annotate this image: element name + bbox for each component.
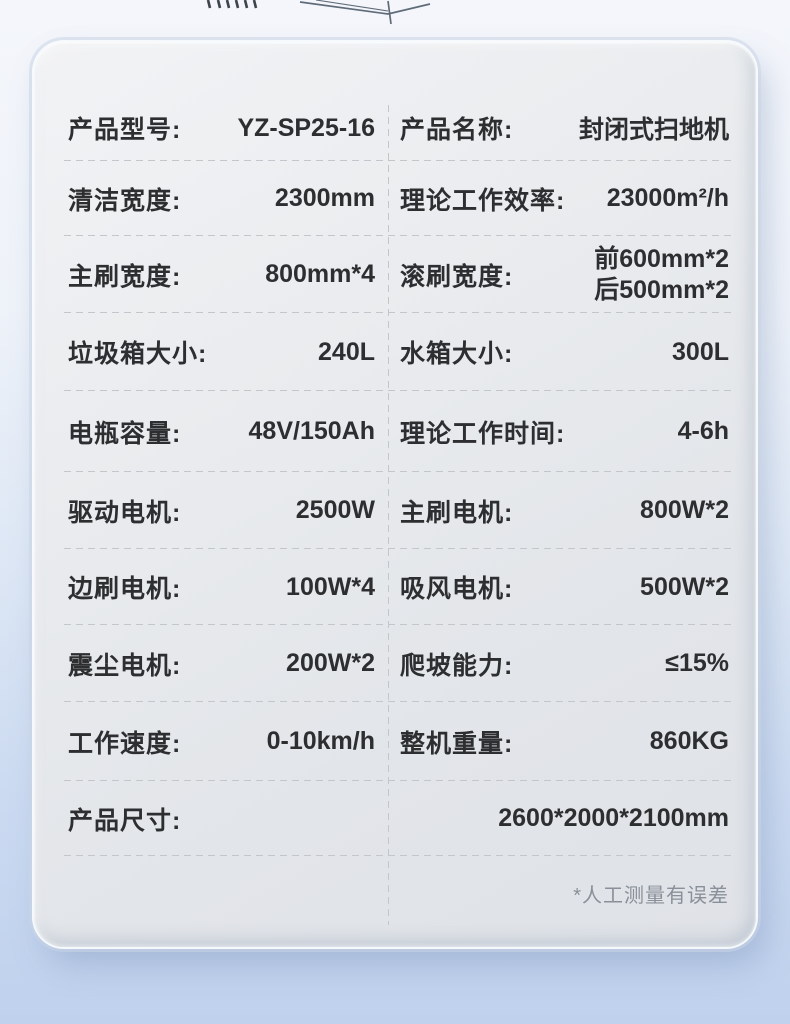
spec-label: 理论工作时间:: [400, 419, 566, 448]
spec-value: ≤15%: [665, 649, 729, 677]
spec-row-bin-tank: 垃圾箱大小: 240L 水箱大小: 300L: [64, 313, 733, 391]
spec-value: 860KG: [649, 727, 729, 755]
spec-label: 垃圾箱大小:: [68, 340, 208, 368]
spec-label: 产品型号:: [68, 116, 182, 144]
spec-label: 工作速度:: [68, 729, 182, 758]
cropped-technical-sketch-decoration: [206, 0, 431, 25]
hatch-marks-decoration: [206, 0, 258, 9]
spec-card: 产品型号: YZ-SP25-16 产品名称: 封闭式扫地机 清洁宽度: 2300…: [34, 42, 756, 947]
spec-cell-left: 主刷宽度: 800mm*4: [68, 236, 388, 313]
spec-row-sidebrush-suction-motor: 边刷电机: 100W*4 吸风电机: 500W*2: [64, 549, 733, 625]
spec-value: 300L: [672, 337, 729, 366]
spec-cell-right: 爬坡能力: ≤15%: [388, 625, 729, 702]
spec-row-battery-worktime: 电瓶容量: 48V/150Ah 理论工作时间: 4-6h: [64, 391, 733, 472]
spec-label: 清洁宽度:: [68, 186, 182, 215]
spec-cell-left: 清洁宽度: 2300mm: [68, 161, 388, 236]
footer-area: *人工测量有误差: [68, 856, 729, 930]
spec-value: 0-10km/h: [266, 727, 375, 755]
spec-value: 2500W: [295, 496, 375, 524]
spec-row-dustmotor-climb: 震尘电机: 200W*2 爬坡能力: ≤15%: [64, 625, 733, 702]
spec-label: 主刷电机:: [400, 498, 514, 527]
spec-cell-left: 震尘电机: 200W*2: [68, 625, 388, 702]
spec-cell-left: 边刷电机: 100W*4: [68, 549, 388, 625]
spec-value: 4-6h: [677, 417, 729, 445]
spec-label: 理论工作效率:: [400, 186, 566, 215]
spec-value: 800mm*4: [265, 260, 375, 288]
spec-value-line: 后500mm*2: [594, 275, 729, 304]
spec-value: 500W*2: [640, 572, 729, 601]
spec-value: 100W*4: [286, 572, 375, 601]
spec-cell-right: 理论工作时间: 4-6h: [388, 391, 729, 472]
spec-label: 边刷电机:: [68, 575, 182, 603]
spec-cell-right: 滚刷宽度: 前600mm*2 后500mm*2: [388, 236, 729, 313]
spec-cell-left: 垃圾箱大小: 240L: [68, 313, 388, 391]
spec-label: 爬坡能力:: [400, 651, 514, 680]
spec-label: 滚刷宽度:: [400, 262, 514, 291]
spec-value: 封闭式扫地机: [578, 116, 729, 144]
product-dimensions-value: 2600*2000*2100mm: [498, 804, 729, 832]
spec-value: YZ-SP25-16: [237, 113, 375, 142]
spec-table: 产品型号: YZ-SP25-16 产品名称: 封闭式扫地机 清洁宽度: 2300…: [64, 95, 733, 930]
spec-value: 前600mm*2 后500mm*2: [594, 244, 729, 306]
spec-value-line: 前600mm*2: [594, 244, 729, 273]
spec-value: 48V/150Ah: [248, 417, 375, 445]
spec-cell-right: 吸风电机: 500W*2: [388, 549, 729, 625]
spec-label: 主刷宽度:: [68, 262, 182, 291]
spec-row-width-efficiency: 清洁宽度: 2300mm 理论工作效率: 23000m²/h: [64, 161, 733, 236]
spec-row-speed-weight: 工作速度: 0-10km/h 整机重量: 860KG: [64, 702, 733, 781]
spec-cell-right: 理论工作效率: 23000m²/h: [388, 161, 729, 236]
spec-cell-left: 工作速度: 0-10km/h: [68, 702, 388, 781]
spec-value: 240L: [318, 337, 375, 366]
spec-value: 23000m²/h: [606, 184, 729, 212]
spec-label: 震尘电机:: [68, 651, 182, 680]
spec-label: 产品名称:: [400, 116, 514, 144]
measurement-disclaimer: *人工测量有误差: [573, 884, 729, 907]
spec-label: 电瓶容量:: [68, 419, 182, 448]
spec-value: 2300mm: [274, 184, 375, 212]
spec-label: 驱动电机:: [68, 498, 182, 527]
spec-row-drive-mainbrush-motor: 驱动电机: 2500W 主刷电机: 800W*2: [64, 472, 733, 549]
product-dimensions-label: 产品尺寸:: [68, 806, 182, 835]
column-divider: [388, 105, 389, 925]
spec-cell-right: 主刷电机: 800W*2: [388, 472, 729, 549]
spec-cell-right: 水箱大小: 300L: [388, 313, 729, 391]
spec-cell-left: 产品型号: YZ-SP25-16: [68, 95, 388, 161]
spec-row-brush-roller: 主刷宽度: 800mm*4 滚刷宽度: 前600mm*2 后500mm*2: [64, 236, 733, 313]
spec-row-model-name: 产品型号: YZ-SP25-16 产品名称: 封闭式扫地机: [64, 95, 733, 161]
spec-cell-left: 电瓶容量: 48V/150Ah: [68, 391, 388, 472]
spec-label: 整机重量:: [400, 729, 514, 758]
spec-cell-left: 驱动电机: 2500W: [68, 472, 388, 549]
spec-cell-right: 产品名称: 封闭式扫地机: [388, 95, 729, 161]
spec-value: 200W*2: [286, 649, 375, 677]
product-dimensions-row: 产品尺寸: 2600*2000*2100mm: [64, 781, 733, 856]
spec-value: 800W*2: [640, 496, 729, 524]
spec-label: 水箱大小:: [400, 340, 514, 368]
spec-label: 吸风电机:: [400, 575, 514, 603]
wireframe-lines-decoration: [299, 0, 431, 25]
spec-cell-right: 整机重量: 860KG: [388, 702, 729, 781]
